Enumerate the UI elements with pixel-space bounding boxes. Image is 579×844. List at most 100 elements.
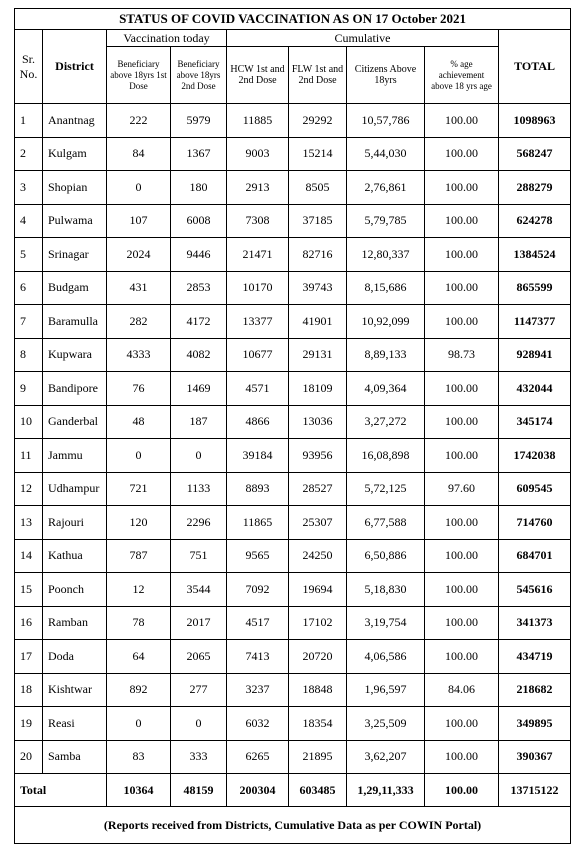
total-citizens-cell: 1,29,11,333	[346, 773, 425, 807]
citizens-count-cell: 6,50,886	[346, 538, 425, 573]
flw-count-cell: 21895	[288, 739, 347, 774]
flw-count-cell: 8505	[288, 170, 347, 205]
hcw-count-cell: 10677	[226, 337, 289, 372]
pct-achievement-cell: 100.00	[424, 203, 499, 238]
table-row: 17 Doda 64 2065 7413 20720 4,06,586 100.00 43471…	[14, 639, 572, 674]
sr-no-cell: 11	[14, 438, 43, 473]
district-name-cell: Udhampur	[42, 471, 107, 506]
table-row: 7 Baramulla 282 4172 13377 41901 10,92,099 100.…	[14, 304, 572, 339]
hcw-count-cell: 6032	[226, 706, 289, 741]
flw-count-cell: 29131	[288, 337, 347, 372]
total-header: TOTAL	[497, 29, 572, 104]
ben-1st-dose-cell: 892	[106, 672, 171, 707]
citizens-count-cell: 12,80,337	[346, 237, 425, 272]
district-name-cell: Rajouri	[42, 505, 107, 540]
vaccination-today-header: Vaccination today	[106, 29, 227, 47]
total-count-cell: 609545	[497, 471, 572, 506]
table-row: 11 Jammu 0 0 39184 93956 16,08,898 100.00 174203…	[14, 438, 572, 473]
total-count-cell: 1384524	[497, 237, 572, 272]
ben-1st-dose-cell: 120	[106, 505, 171, 540]
sr-no-cell: 2	[14, 136, 43, 171]
sr-no-cell: 3	[14, 170, 43, 205]
ben-2nd-dose-cell: 0	[170, 438, 227, 473]
district-name-cell: Poonch	[42, 572, 107, 607]
pct-achievement-cell: 100.00	[424, 572, 499, 607]
ben-2nd-dose-cell: 4172	[170, 304, 227, 339]
district-name-cell: Baramulla	[42, 304, 107, 339]
flw-count-cell: 29292	[288, 103, 347, 138]
table-row: 18 Kishtwar 892 277 3237 18848 1,96,597 84.06 21…	[14, 672, 572, 707]
district-name-cell: Bandipore	[42, 371, 107, 406]
hcw-count-cell: 6265	[226, 739, 289, 774]
district-name-cell: Reasi	[42, 706, 107, 741]
ben-2nd-dose-cell: 1367	[170, 136, 227, 171]
citizens-count-cell: 5,79,785	[346, 203, 425, 238]
ben-2nd-dose-cell: 2296	[170, 505, 227, 540]
pct-achievement-cell: 100.00	[424, 170, 499, 205]
ben-1st-dose-cell: 222	[106, 103, 171, 138]
footer-note: (Reports received from Districts, Cumula…	[13, 806, 572, 844]
flw-count-cell: 20720	[288, 639, 347, 674]
pct-achievement-cell: 100.00	[424, 371, 499, 406]
citizens-count-cell: 3,62,207	[346, 739, 425, 774]
flw-count-cell: 18109	[288, 371, 347, 406]
ben-1st-dose-cell: 48	[106, 404, 171, 439]
flw-count-cell: 93956	[288, 438, 347, 473]
total-ben-2nd-cell: 48159	[170, 773, 227, 807]
total-count-cell: 1147377	[497, 304, 572, 339]
citizens-count-cell: 3,19,754	[346, 605, 425, 640]
ben-2nd-dose-cell: 4082	[170, 337, 227, 372]
table-row: 6 Budgam 431 2853 10170 39743 8,15,686 100.00 86…	[14, 270, 572, 305]
total-count-cell: 624278	[497, 203, 572, 238]
citizens-count-cell: 5,44,030	[346, 136, 425, 171]
total-count-cell: 1098963	[497, 103, 572, 138]
hcw-header: HCW 1st and 2nd Dose	[226, 46, 289, 104]
citizens-count-cell: 10,57,786	[346, 103, 425, 138]
ben-1st-dose-cell: 431	[106, 270, 171, 305]
vaccination-status-table: STATUS OF COVID VACCINATION AS ON 17 Oct…	[13, 8, 572, 844]
sr-no-cell: 17	[14, 639, 43, 674]
table-row: 14 Kathua 787 751 9565 24250 6,50,886 100.00 684…	[14, 538, 572, 573]
flw-count-cell: 82716	[288, 237, 347, 272]
citizens-count-cell: 3,25,509	[346, 706, 425, 741]
table-row: 10 Ganderbal 48 187 4866 13036 3,27,272 100.00 3…	[14, 404, 572, 439]
total-count-cell: 1742038	[497, 438, 572, 473]
sr-no-cell: 6	[14, 270, 43, 305]
district-name-cell: Kishtwar	[42, 672, 107, 707]
pct-achievement-cell: 97.60	[424, 471, 499, 506]
hcw-count-cell: 21471	[226, 237, 289, 272]
citizens-count-cell: 8,15,686	[346, 270, 425, 305]
flw-count-cell: 15214	[288, 136, 347, 171]
sr-no-cell: 19	[14, 706, 43, 741]
flw-count-cell: 18848	[288, 672, 347, 707]
table-row: 1 Anantnag 222 5979 11885 29292 10,57,786 100.0…	[14, 103, 572, 138]
sr-no-cell: 8	[14, 337, 43, 372]
ben-2nd-dose-cell: 6008	[170, 203, 227, 238]
table-row: 2 Kulgam 84 1367 9003 15214 5,44,030 100.00 5682…	[14, 136, 572, 171]
ben-2nd-dose-cell: 187	[170, 404, 227, 439]
ben-2nd-dose-cell: 0	[170, 706, 227, 741]
ben-1st-dose-cell: 4333	[106, 337, 171, 372]
pct-achievement-cell: 100.00	[424, 103, 499, 138]
flw-header: FLW 1st and 2nd Dose	[288, 46, 347, 104]
sr-no-cell: 20	[14, 739, 43, 774]
district-name-cell: Ganderbal	[42, 404, 107, 439]
citizens-count-cell: 1,96,597	[346, 672, 425, 707]
hcw-count-cell: 9003	[226, 136, 289, 171]
table-row: 16 Ramban 78 2017 4517 17102 3,19,754 100.00 341…	[14, 605, 572, 640]
cumulative-header: Cumulative	[226, 29, 499, 47]
total-count-cell: 390367	[497, 739, 572, 774]
hcw-count-cell: 9565	[226, 538, 289, 573]
ben-1st-dose-header: Beneficiary above 18yrs 1st Dose	[106, 46, 171, 104]
ben-2nd-dose-cell: 1133	[170, 471, 227, 506]
ben-2nd-dose-cell: 3544	[170, 572, 227, 607]
citizens-count-cell: 10,92,099	[346, 304, 425, 339]
sr-no-cell: 16	[14, 605, 43, 640]
district-name-cell: Jammu	[42, 438, 107, 473]
pct-achievement-cell: 100.00	[424, 404, 499, 439]
flw-count-cell: 18354	[288, 706, 347, 741]
pct-achievement-cell: 84.06	[424, 672, 499, 707]
hcw-count-cell: 4517	[226, 605, 289, 640]
hcw-count-cell: 11865	[226, 505, 289, 540]
total-count-cell: 434719	[497, 639, 572, 674]
